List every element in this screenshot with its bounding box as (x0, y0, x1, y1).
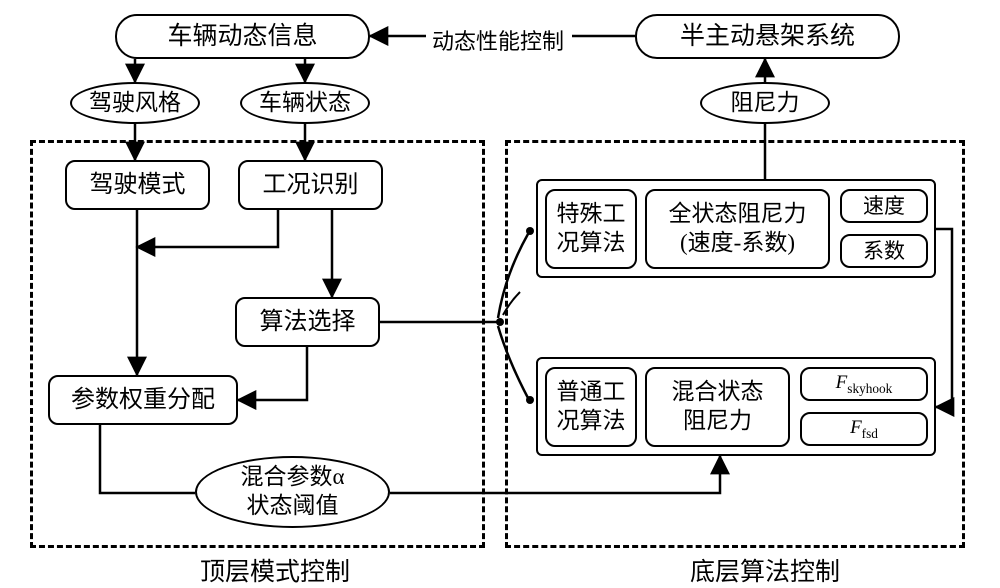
mix-state-damp-node: 混合状态 阻尼力 (645, 367, 790, 447)
semi-active-suspension-node: 半主动悬架系统 (635, 14, 900, 59)
vehicle-state-node: 车辆状态 (240, 82, 370, 124)
drive-mode-node: 驾驶模式 (65, 160, 210, 210)
algo-select-node: 算法选择 (235, 297, 380, 347)
speed-node: 速度 (840, 189, 928, 223)
normal-algo-node: 普通工 况算法 (545, 367, 637, 447)
mix-param-node: 混合参数α 状态阈值 (195, 456, 390, 528)
f-fsd-node: Ffsd (800, 412, 928, 446)
coeff-node: 系数 (840, 234, 928, 268)
full-state-damp-node: 全状态阻尼力 (速度-系数) (645, 189, 830, 269)
param-weight-node: 参数权重分配 (48, 375, 238, 425)
f-skyhook-node: Fskyhook (800, 367, 928, 401)
special-algo-node: 特殊工 况算法 (545, 189, 637, 269)
dynamic-control-label: 动态性能控制 (430, 24, 566, 56)
vehicle-info-node: 车辆动态信息 (115, 14, 370, 59)
drive-style-node: 驾驶风格 (70, 82, 200, 124)
damping-force-node: 阻尼力 (700, 82, 830, 124)
condition-id-node: 工况识别 (238, 160, 383, 210)
